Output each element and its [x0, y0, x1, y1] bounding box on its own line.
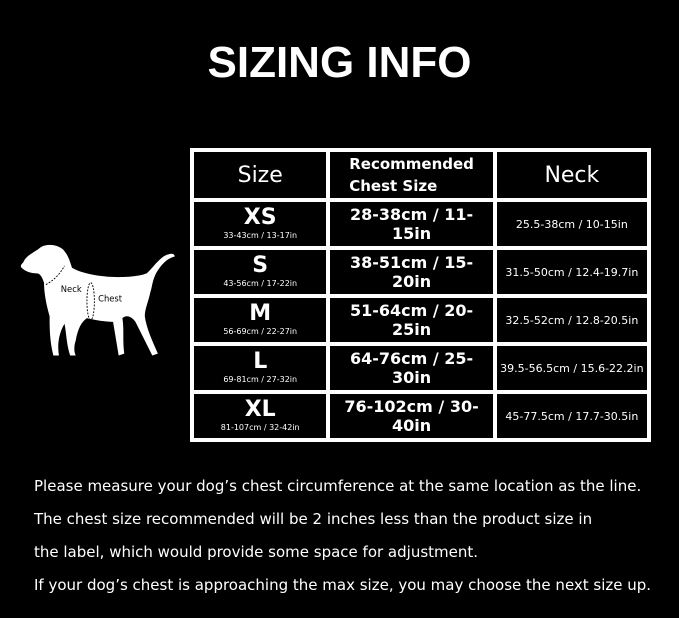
note-line: Please measure your dog’s chest circumfe…	[34, 477, 642, 495]
size-cell: M 56-69cm / 22-27in	[192, 296, 329, 344]
note-line: The chest size recommended will be 2 inc…	[34, 510, 593, 528]
measurement-notes: Please measure your dog’s chest circumfe…	[34, 470, 651, 602]
size-cell: L 69-81cm / 27-32in	[192, 344, 329, 392]
size-cell: S 43-56cm / 17-22in	[192, 248, 329, 296]
size-cell: XS 33-43cm / 13-17in	[192, 200, 329, 248]
chest-cell: 76-102cm / 30-40in	[328, 392, 495, 440]
note-line: If your dog’s chest is approaching the m…	[34, 576, 652, 594]
note-line: the label, which would provide some spac…	[34, 543, 479, 561]
chest-label: Chest	[98, 293, 123, 303]
header-size: Size	[192, 150, 329, 200]
header-neck: Neck	[494, 150, 649, 200]
table-row: M 56-69cm / 22-27in 51-64cm / 20-25in 32.…	[192, 296, 649, 344]
neck-cell: 32.5-52cm / 12.8-20.5in	[494, 296, 649, 344]
header-chest: Recommended Chest Size	[328, 150, 495, 200]
table-row: L 69-81cm / 27-32in 64-76cm / 25-30in 39.…	[192, 344, 649, 392]
neck-cell: 25.5-38cm / 10-15in	[494, 200, 649, 248]
table-row: S 43-56cm / 17-22in 38-51cm / 15-20in 31.…	[192, 248, 649, 296]
neck-cell: 45-77.5cm / 17.7-30.5in	[494, 392, 649, 440]
page-title: SIZING INFO	[207, 38, 472, 87]
chest-cell: 38-51cm / 15-20in	[328, 248, 495, 296]
size-cell: XL 81-107cm / 32-42in	[192, 392, 329, 440]
table-header-row: Size Recommended Chest Size Neck	[192, 150, 649, 200]
table-row: XS 33-43cm / 13-17in 28-38cm / 11-15in 25…	[192, 200, 649, 248]
dog-silhouette	[20, 244, 175, 356]
dog-illustration: Neck Chest	[20, 244, 175, 356]
neck-cell: 39.5-56.5cm / 15.6-22.2in	[494, 344, 649, 392]
neck-label: Neck	[61, 284, 82, 294]
table-row: XL 81-107cm / 32-42in 76-102cm / 30-40in …	[192, 392, 649, 440]
chest-cell: 51-64cm / 20-25in	[328, 296, 495, 344]
chest-cell: 64-76cm / 25-30in	[328, 344, 495, 392]
neck-cell: 31.5-50cm / 12.4-19.7in	[494, 248, 649, 296]
sizing-table: Size Recommended Chest Size Neck XS 33-43c…	[190, 148, 651, 442]
chest-cell: 28-38cm / 11-15in	[328, 200, 495, 248]
